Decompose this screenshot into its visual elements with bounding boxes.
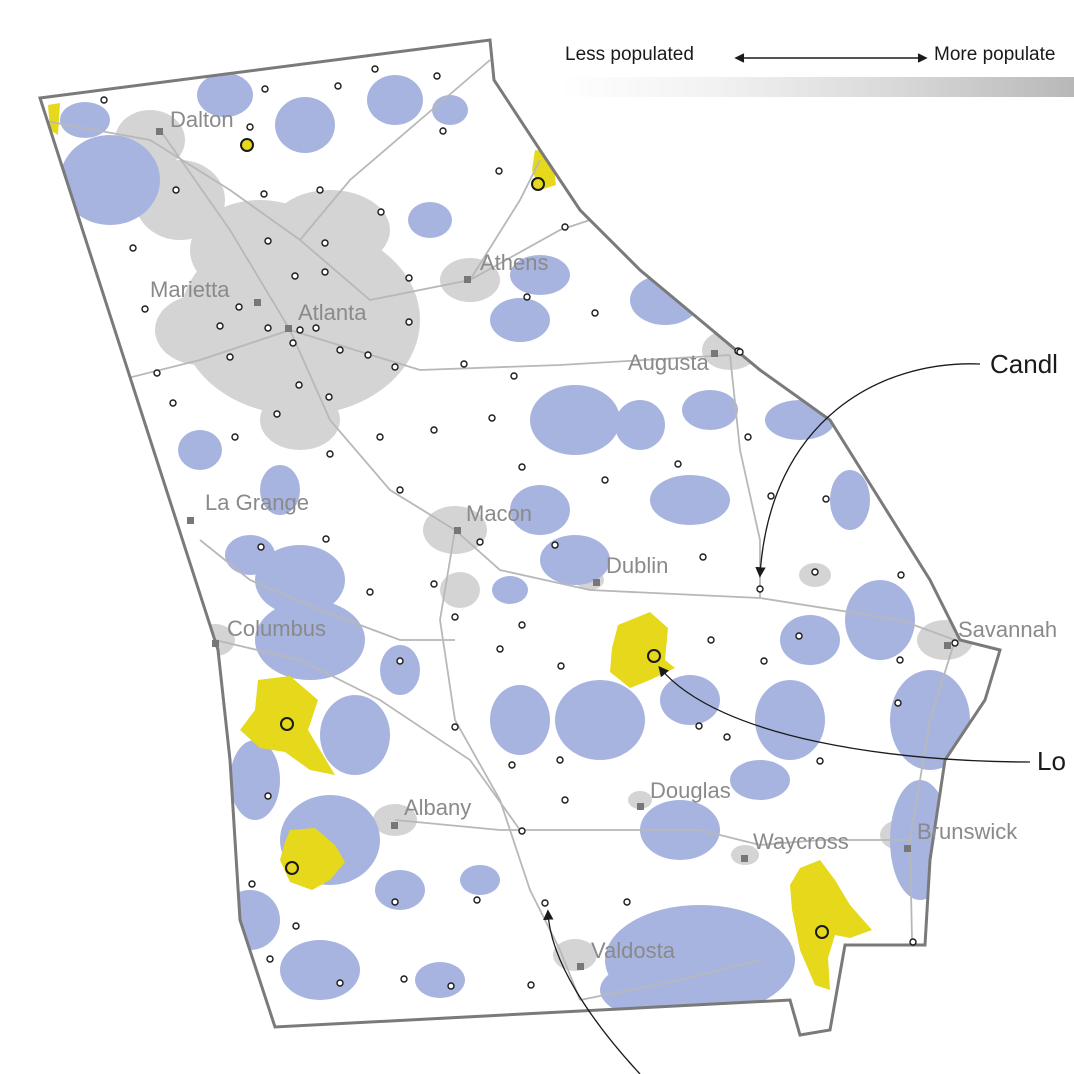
place-markers (100, 65, 959, 990)
city-label-albany: Albany (404, 795, 471, 820)
city-labels: Dalton Athens Marietta Atlanta Augusta L… (150, 107, 1057, 963)
city-label-valdosta: Valdosta (591, 938, 676, 963)
featured-place-markers (240, 138, 829, 939)
city-label-atlanta: Atlanta (298, 300, 367, 325)
callout-label-candler: Candl (990, 349, 1058, 379)
city-label-dublin: Dublin (606, 553, 668, 578)
city-label-la-grange: La Grange (205, 490, 309, 515)
city-label-savannah: Savannah (958, 617, 1057, 642)
callout-leaders (543, 363, 1031, 1074)
state-outline (38, 38, 1002, 1037)
city-markers (156, 128, 951, 970)
city-label-columbus: Columbus (227, 616, 326, 641)
legend-arrow (734, 53, 928, 63)
city-label-brunswick: Brunswick (917, 819, 1018, 844)
city-label-augusta: Augusta (628, 350, 709, 375)
legend-gradient-bar (560, 77, 1074, 97)
city-label-dalton: Dalton (170, 107, 234, 132)
legend-less-label: Less populated (565, 44, 694, 65)
city-label-douglas: Douglas (650, 778, 731, 803)
city-label-waycross: Waycross (753, 829, 849, 854)
callout-label-lo: Lo (1037, 746, 1066, 776)
city-label-macon: Macon (466, 501, 532, 526)
city-label-marietta: Marietta (150, 277, 230, 302)
city-label-athens: Athens (480, 250, 549, 275)
legend-more-label: More populate (934, 44, 1056, 65)
